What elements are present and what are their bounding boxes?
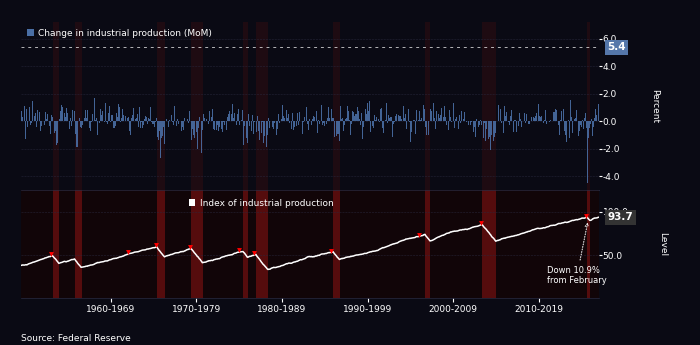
Y-axis label: Level: Level [659,232,667,256]
Legend: Change in industrial production (MoM): Change in industrial production (MoM) [25,27,214,40]
Bar [191,22,203,190]
Bar [158,190,165,298]
Bar [158,22,165,190]
Text: Down 10.9%
from February: Down 10.9% from February [547,224,607,285]
Bar [587,190,590,298]
Text: 93.7: 93.7 [607,212,633,222]
Bar [426,22,430,190]
Bar [53,22,60,190]
Bar [244,22,248,190]
Bar [333,190,340,298]
Bar [587,22,590,190]
Bar [191,190,203,298]
Bar [426,190,430,298]
Bar [256,190,268,298]
Legend: Index of industrial production: Index of industrial production [187,197,335,209]
Bar [75,22,82,190]
Bar [482,190,496,298]
Bar [244,190,248,298]
Bar [75,190,82,298]
Text: Source: Federal Reserve: Source: Federal Reserve [21,334,131,343]
Text: 5.4: 5.4 [607,42,626,52]
Bar [256,22,268,190]
Bar [482,22,496,190]
Bar [333,22,340,190]
Y-axis label: Percent: Percent [650,89,659,124]
Bar [53,190,60,298]
